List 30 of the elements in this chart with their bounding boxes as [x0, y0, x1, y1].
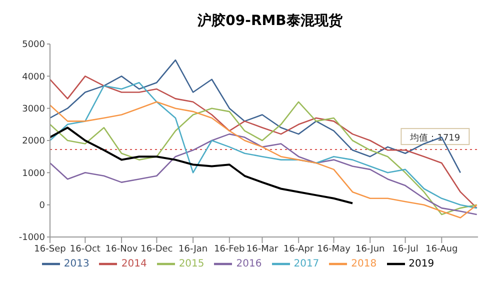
- y-tick-label: 1000: [22, 168, 46, 179]
- x-tick-label: 16-Oct: [70, 244, 101, 254]
- legend-label: 2013: [64, 258, 90, 270]
- x-tick-label: 16-Aug: [426, 244, 458, 254]
- line-series: [50, 59, 462, 174]
- x-tick-label: 16-May: [317, 244, 352, 254]
- x-tick-label: 16-Dec: [140, 244, 173, 254]
- legend-label: 2014: [121, 258, 147, 270]
- x-tick-label: 16-Sep: [34, 244, 66, 254]
- line-series: [50, 126, 354, 204]
- legend-label: 2015: [178, 258, 204, 270]
- legend-label: 2016: [236, 258, 262, 270]
- x-tick-label: 16-Apr: [284, 244, 314, 254]
- x-tick-label: 16-Nov: [105, 244, 138, 254]
- y-tick-label: 0: [39, 201, 46, 212]
- x-tick-label: 16-Mar: [246, 244, 278, 254]
- x-tick-label: 16-Feb: [214, 244, 246, 254]
- y-tick-label: 4000: [22, 72, 46, 82]
- y-tick-label: 2000: [22, 136, 46, 147]
- y-tick-label: 5000: [22, 40, 46, 50]
- chart-title: 沪胶09-RMB泰混现货: [196, 12, 344, 31]
- x-tick-label: 16-Jan: [178, 244, 208, 254]
- y-tick-label: 3000: [22, 104, 46, 115]
- y-tick-label: -1000: [18, 233, 46, 244]
- legend-label: 2018: [351, 258, 377, 270]
- line-series: [50, 133, 478, 216]
- x-tick-label: 16-Jul: [392, 244, 418, 254]
- x-tick-label: 16-Jun: [355, 244, 385, 254]
- legend-label: 2019: [408, 258, 434, 270]
- legend-label: 2017: [294, 258, 320, 270]
